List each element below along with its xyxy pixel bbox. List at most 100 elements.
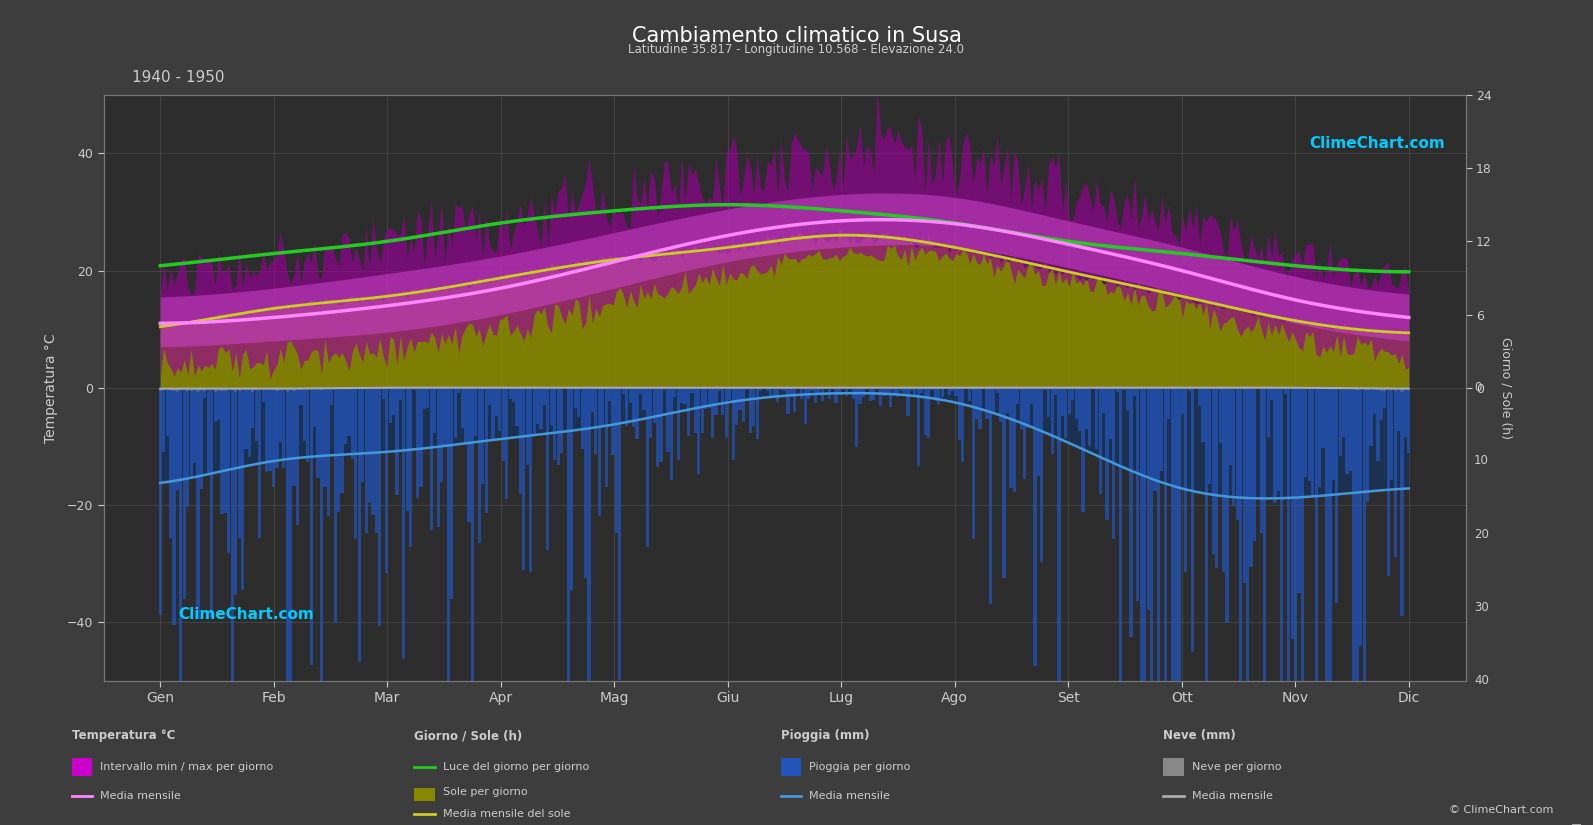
Bar [430,388,433,530]
Bar [1150,388,1153,681]
Y-axis label: Temperatura °C: Temperatura °C [45,333,59,442]
Bar [889,388,892,408]
Y-axis label: Giorno / Sole (h): Giorno / Sole (h) [1499,337,1513,439]
Bar [1370,388,1373,446]
Bar [244,388,247,449]
Bar [1020,388,1023,429]
Bar [1362,388,1365,681]
Bar [258,388,261,389]
Bar [234,388,237,595]
Bar [656,388,660,467]
Bar [1403,388,1407,389]
Bar [193,388,196,389]
Bar [650,388,653,437]
Bar [261,388,264,403]
Bar [327,388,330,389]
Bar [491,388,494,441]
Bar [317,388,320,478]
Text: Temperatura °C: Temperatura °C [72,729,175,742]
Bar [207,388,210,389]
Bar [1010,388,1013,488]
Bar [779,388,782,390]
Bar [199,388,202,489]
Bar [1055,388,1058,394]
Bar [1263,388,1266,681]
Bar [1133,388,1136,396]
Bar [999,388,1002,422]
Bar [162,388,166,451]
Bar [1061,388,1064,416]
Bar [175,388,178,489]
Bar [282,388,285,468]
Bar [1359,388,1362,389]
Bar [787,388,790,413]
Bar [350,388,354,460]
Bar [217,388,220,420]
Text: Media mensile del sole: Media mensile del sole [443,809,570,819]
Bar [784,388,785,391]
Bar [464,388,467,444]
Bar [1225,388,1228,623]
Bar [814,388,817,403]
Bar [1338,388,1341,455]
Bar [1322,388,1325,448]
Bar [749,388,752,433]
Bar [698,388,701,474]
Bar [924,388,927,435]
Bar [540,388,543,428]
Bar [588,388,591,681]
Bar [183,388,186,599]
Bar [288,388,292,681]
Bar [1064,388,1067,438]
Bar [190,388,193,478]
Text: ClimeChart.com: ClimeChart.com [1309,136,1445,151]
Bar [1239,388,1243,681]
Bar [523,388,526,570]
Text: Neve per giorno: Neve per giorno [1192,762,1281,772]
Bar [1322,388,1325,389]
Bar [704,388,707,409]
Bar [618,388,621,681]
Bar [409,388,413,547]
Bar [299,388,303,390]
Bar [892,388,895,394]
Bar [883,388,886,397]
Bar [338,388,341,512]
Bar [1123,388,1126,390]
Bar [1311,388,1314,495]
Bar [180,388,183,681]
Bar [1391,388,1394,390]
Text: Cambiamento climatico in Susa: Cambiamento climatico in Susa [631,26,962,46]
Text: 40: 40 [1474,674,1489,687]
Bar [478,388,481,543]
Bar [183,388,186,389]
Bar [865,388,868,389]
Bar [1236,388,1239,520]
Bar [585,388,588,578]
Bar [436,388,440,526]
Bar [433,388,436,433]
Bar [169,388,172,538]
Bar [258,388,261,539]
Bar [279,388,282,389]
Bar [645,388,648,547]
Bar [1088,388,1091,446]
Bar [793,388,796,412]
Bar [1346,388,1349,389]
Text: Latitudine 35.817 - Longitudine 10.568 - Elevazione 24.0: Latitudine 35.817 - Longitudine 10.568 -… [629,43,964,56]
Bar [1290,388,1294,639]
Bar [722,388,725,415]
Bar [1394,388,1397,557]
Bar [1228,388,1231,465]
Bar [677,388,680,460]
Bar [1094,388,1098,450]
Bar [166,388,169,389]
Bar [1317,388,1321,488]
Bar [252,388,255,392]
Bar [553,388,556,460]
Bar [1129,388,1133,637]
Bar [1207,388,1211,484]
Bar [1204,388,1207,681]
Bar [1198,388,1201,407]
Bar [225,388,228,513]
